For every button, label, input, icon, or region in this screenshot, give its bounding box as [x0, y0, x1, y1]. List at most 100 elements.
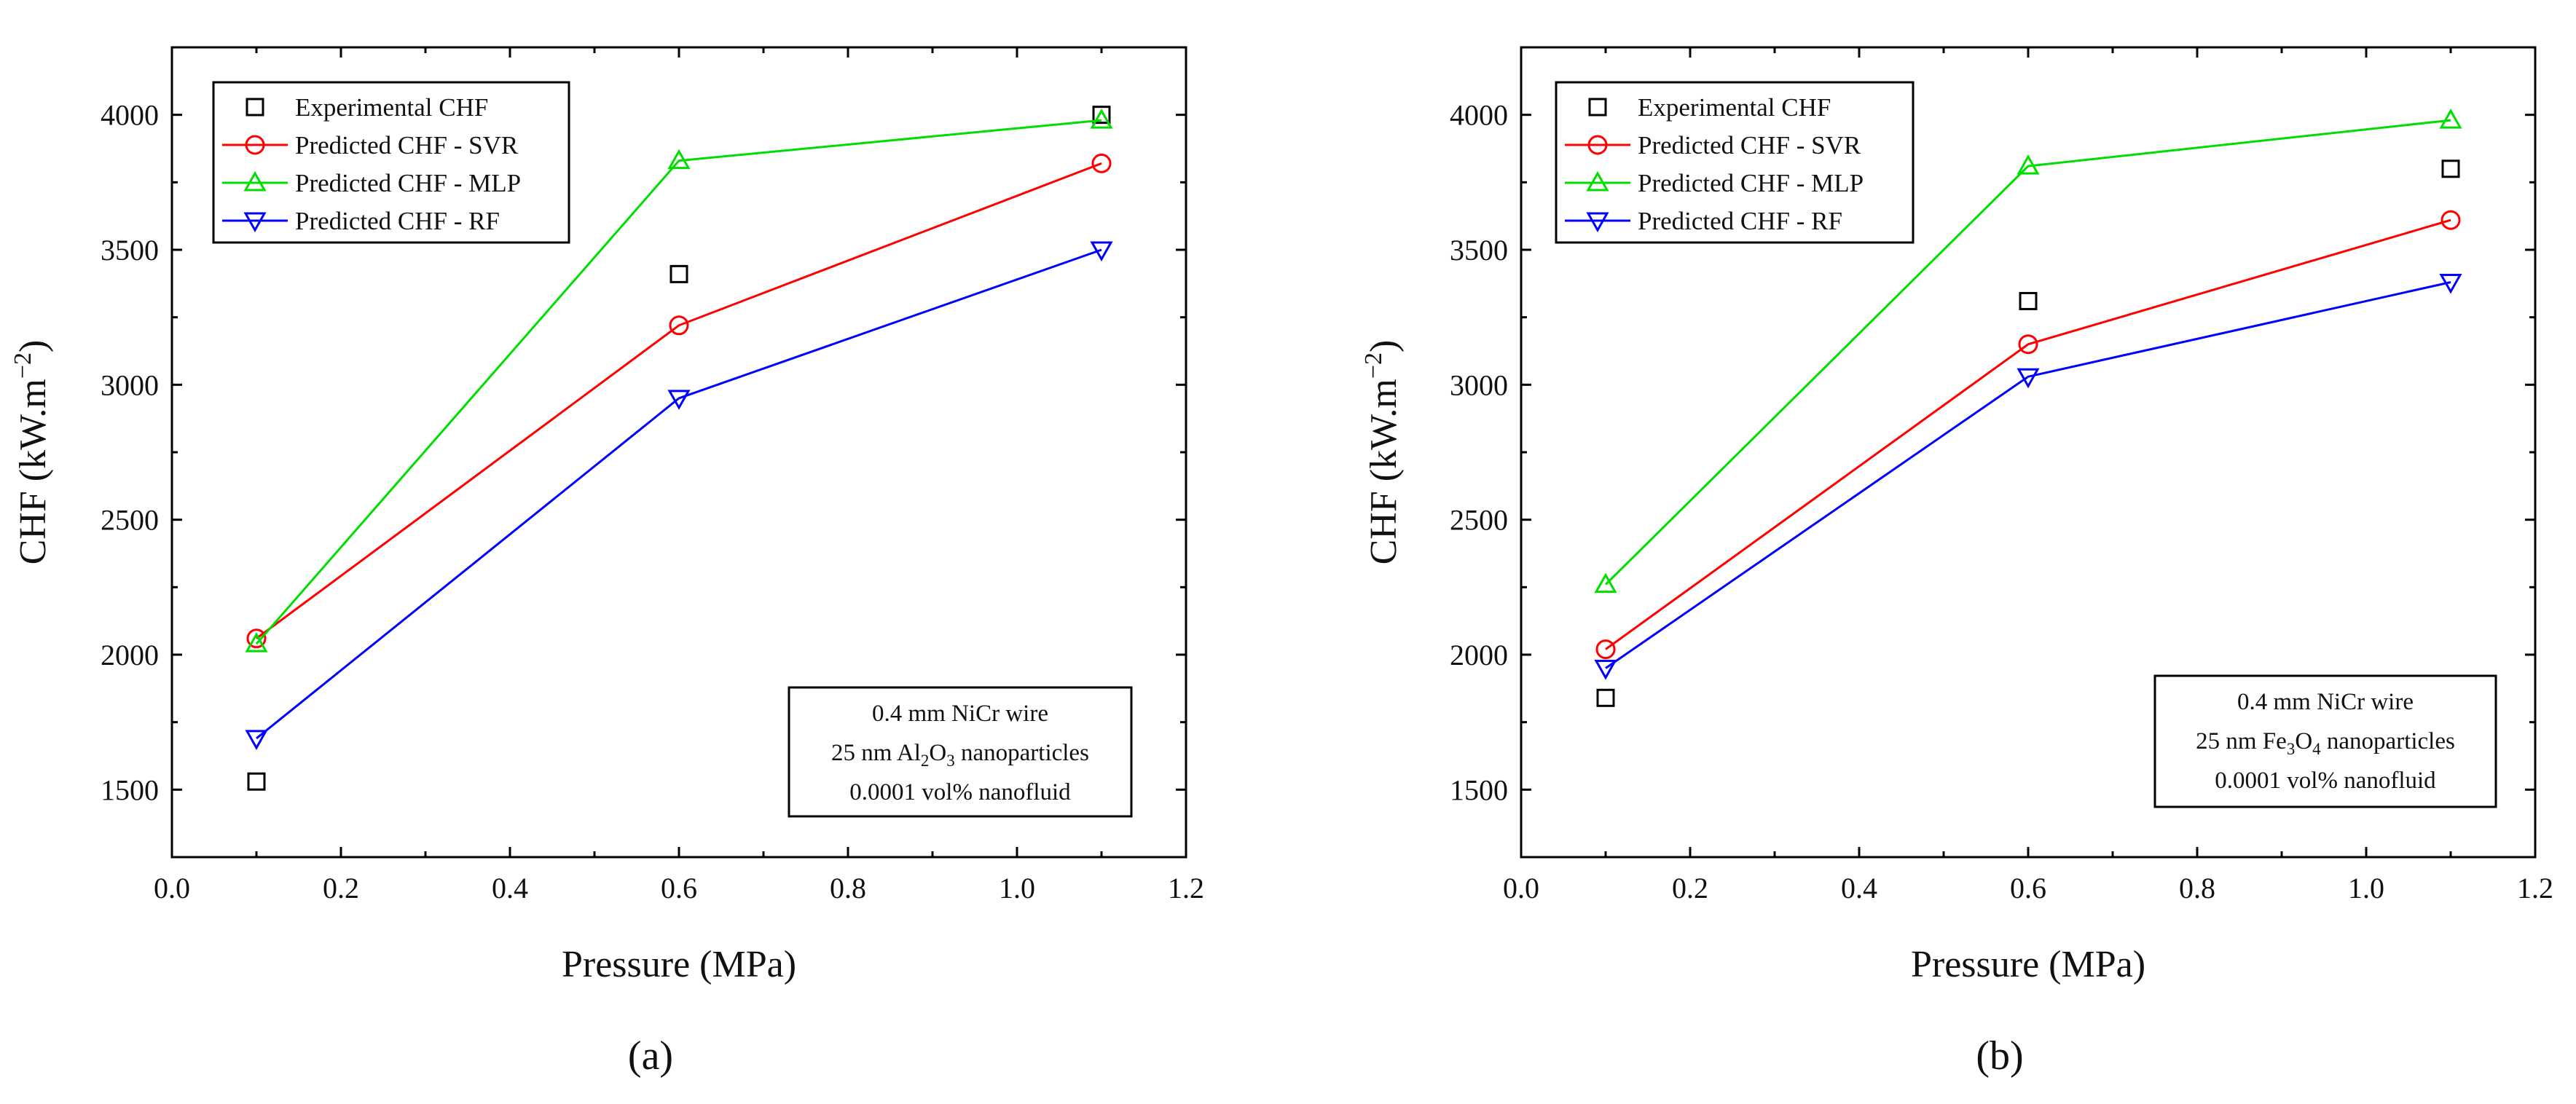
data-point [2017, 368, 2040, 389]
series-square [247, 106, 1111, 791]
series-triangle-down [245, 241, 1113, 750]
x-tick-label: 0.8 [830, 872, 866, 904]
annotation-frame [788, 686, 1133, 818]
data-point [2439, 273, 2462, 294]
y-axis-title: CHF (kW.m−2) [1360, 340, 1405, 565]
x-axis-title: Pressure (MPa) [1911, 944, 2145, 985]
data-point [2017, 154, 2040, 175]
data-point [1090, 241, 1113, 262]
annotation-line-2: 25 nm Al2O3 nanoparticles [831, 740, 1089, 770]
legend-marker [1586, 212, 1609, 233]
legend-entry: Predicted CHF - RF [1638, 207, 1842, 235]
annotation-line-1: 0.4 mm NiCr wire [2237, 689, 2414, 715]
x-tick-label: 0.4 [1841, 872, 1877, 904]
series-triangle-up [1594, 109, 2462, 594]
data-point [1092, 106, 1111, 125]
annotation-text: nanoparticles [2321, 728, 2455, 754]
annotation-text: O [929, 740, 946, 766]
series-line [256, 162, 1102, 639]
annotation-line-3: 0.0001 vol% nanofluid [2215, 768, 2436, 794]
x-axis-title: Pressure (MPa) [562, 944, 796, 985]
data-point [2440, 210, 2461, 230]
data-point [247, 772, 266, 791]
x-tick-label: 0.2 [323, 872, 359, 904]
data-point [669, 264, 688, 283]
data-point [2018, 334, 2038, 355]
panel-label: (b) [1976, 1033, 2023, 1079]
annotation-box: 0.4 mm NiCr wire 25 nm Al2O3 nanoparticle… [788, 686, 1133, 818]
legend-marker [1587, 135, 1608, 155]
annotation-text: 25 nm Al [831, 740, 921, 766]
y-tick-label: 3000 [101, 368, 159, 401]
y-tick-label: 3500 [1450, 234, 1508, 267]
annotation-text: O [2295, 728, 2312, 754]
legend-entry: Predicted CHF - SVR [1638, 131, 1861, 159]
data-point [1596, 688, 1615, 707]
data-point [667, 390, 691, 410]
y-tick-label: 1500 [1450, 773, 1508, 806]
legend-box [212, 81, 570, 244]
x-tick-label: 1.2 [2517, 872, 2553, 904]
data-point [1091, 153, 1112, 173]
y-axis-title-close: ) [12, 340, 54, 352]
x-tick-label: 1.0 [999, 872, 1035, 904]
data-point [2441, 159, 2460, 178]
x-tick-label: 0.8 [2179, 872, 2215, 904]
legend-marker [1586, 170, 1609, 192]
series-line [1605, 281, 2451, 669]
y-tick-label: 3500 [101, 234, 159, 267]
legend-marker [243, 170, 267, 192]
y-tick-label: 2000 [1450, 639, 1508, 671]
legend: Experimental CHF Predicted CHF - SVR Predi… [1555, 81, 1915, 244]
data-point [2019, 291, 2038, 310]
legend-entry: Predicted CHF - MLP [295, 169, 521, 197]
series-line [1604, 119, 2451, 585]
y-axis-title-text: CHF (kW.m [12, 379, 54, 564]
series-circle [1595, 210, 2461, 660]
legend: Experimental CHF Predicted CHF - SVR Predi… [212, 81, 570, 244]
y-tick-label: 1500 [101, 773, 159, 806]
legend-entry: Predicted CHF - MLP [1638, 169, 1864, 197]
x-tick-label: 0.6 [661, 872, 697, 904]
data-point [667, 149, 691, 170]
annotation-subscript: 2 [921, 752, 930, 770]
legend-marker [1588, 98, 1607, 117]
y-axis-title: CHF (kW.m−2) [9, 340, 54, 565]
annotation-frame [2153, 674, 2497, 808]
data-point [1594, 572, 1617, 594]
y-tick-label: 4000 [1450, 99, 1508, 132]
legend-marker [243, 212, 267, 233]
annotation-text: nanoparticles [955, 740, 1089, 766]
y-axis-title-close: ) [1363, 340, 1405, 352]
annotation-subscript: 3 [946, 752, 955, 770]
data-point [245, 632, 268, 652]
x-tick-label: 0.6 [2010, 872, 2046, 904]
y-axis-title-superscript: −2 [1360, 352, 1387, 379]
data-point [669, 315, 689, 336]
y-tick-label: 2500 [1450, 504, 1508, 537]
x-tick-label: 0.0 [154, 872, 190, 904]
y-tick-label: 4000 [101, 99, 159, 132]
y-tick-label: 2500 [101, 504, 159, 537]
y-axis-title-text: CHF (kW.m [1363, 379, 1405, 564]
annotation-line-3: 0.0001 vol% nanofluid [849, 779, 1071, 805]
x-tick-label: 0.4 [492, 872, 528, 904]
series-triangle-up [245, 109, 1113, 652]
series-line [1605, 218, 2451, 650]
x-tick-label: 0.0 [1503, 872, 1539, 904]
legend-entry: Experimental CHF [1638, 93, 1831, 122]
annotation-box: 0.4 mm NiCr wire 25 nm Fe3O4 nanoparticle… [2153, 674, 2497, 808]
annotation-subscript: 3 [2287, 740, 2296, 758]
data-point [246, 628, 267, 649]
annotation-line-1: 0.4 mm NiCr wire [872, 701, 1048, 727]
legend-entry: Predicted CHF - SVR [295, 131, 519, 159]
annotation-text: 25 nm Fe [2196, 728, 2287, 754]
y-axis-title-superscript: −2 [9, 352, 36, 379]
annotation-line-2: 25 nm Fe3O4 nanoparticles [2196, 728, 2455, 758]
chart-panel-b: 0.0 0.2 0.4 0.6 0.8 1.0 1.2 1500 2000 2500 3000 350… [1360, 46, 2553, 1079]
legend-marker [245, 135, 265, 155]
x-tick-label: 0.2 [1672, 872, 1708, 904]
data-point [2439, 109, 2462, 129]
y-tick-label: 3000 [1450, 368, 1508, 401]
